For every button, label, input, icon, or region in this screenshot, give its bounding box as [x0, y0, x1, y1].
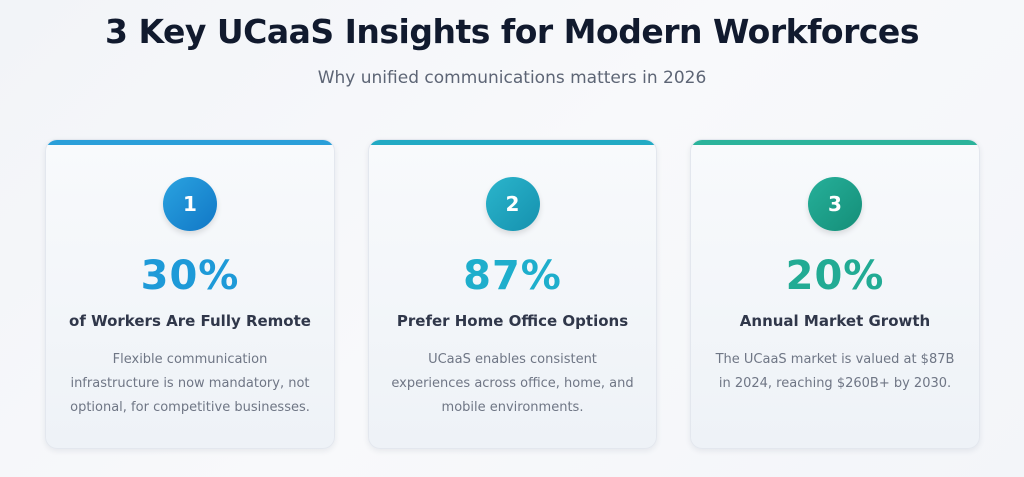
page-subtitle: Why unified communications matters in 20…: [317, 68, 707, 88]
stat-value: 30%: [140, 253, 240, 299]
card-accent-bar: [369, 140, 656, 145]
number-badge: 2: [485, 177, 540, 231]
stat-label: of Workers Are Fully Remote: [69, 312, 311, 330]
insight-card-1: 1 30% of Workers Are Fully Remote Flexib…: [45, 139, 335, 449]
stat-description: UCaaS enables consistent experiences acr…: [391, 352, 634, 415]
stat-value: 87%: [463, 253, 562, 299]
stat-description: The UCaaS market is valued at $87B in 20…: [715, 352, 955, 391]
number-badge: 3: [808, 177, 862, 231]
stat-label: Prefer Home Office Options: [396, 312, 629, 330]
card-accent-bar: [691, 140, 979, 145]
number-badge: 1: [163, 177, 217, 231]
insight-card-2: 2 87% Prefer Home Office Options UCaaS e…: [368, 139, 657, 449]
card-accent-bar: [46, 140, 334, 145]
stat-label: Annual Market Growth: [739, 312, 931, 330]
insight-card-3: 3 20% Annual Market Growth The UCaaS mar…: [690, 139, 980, 449]
stat-description: Flexible communication infrastructure is…: [70, 352, 310, 415]
page-title: 3 Key UCaaS Insights for Modern Workforc…: [105, 12, 919, 51]
stat-value: 20%: [785, 253, 885, 299]
